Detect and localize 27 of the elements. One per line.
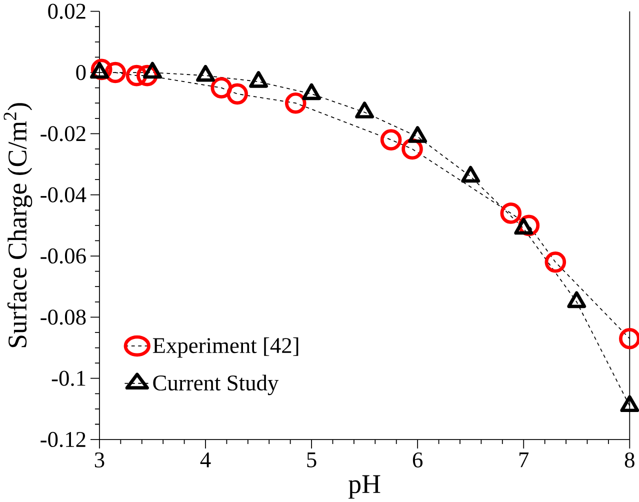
point [210, 76, 232, 98]
x-tick-label: 5 [307, 452, 316, 468]
x-axis-title: pH [348, 475, 380, 498]
legend-label: Experiment [42] [152, 337, 298, 358]
point [514, 218, 534, 234]
y-tick-label: -0.02 [40, 126, 86, 142]
legend-label: Current Study [153, 374, 279, 395]
y-tick-label: -0.12 [40, 432, 86, 447]
y-tick-label: -0.08 [40, 309, 86, 325]
point [226, 83, 248, 104]
y-axis-title: Surface Charge (C/m$^{2}$) [4, 102, 32, 347]
point [500, 202, 522, 224]
y-tick-label: -0.1 [52, 370, 86, 386]
x-tick-label: 7 [519, 452, 529, 467]
y-tick-label: 0 [76, 64, 86, 80]
point [567, 291, 586, 308]
y-tick-label: -0.04 [40, 187, 86, 202]
point [284, 92, 306, 114]
x-tick-label: 3 [94, 452, 104, 468]
point [380, 128, 402, 150]
y-tick-label: -0.06 [40, 248, 86, 264]
point [620, 395, 639, 412]
x-tick-label: 8 [624, 452, 634, 468]
x-tick-label: 6 [412, 452, 423, 468]
y-tick-label: 0.02 [48, 4, 86, 19]
x-tick-label: 4 [200, 452, 211, 468]
point [544, 251, 566, 273]
